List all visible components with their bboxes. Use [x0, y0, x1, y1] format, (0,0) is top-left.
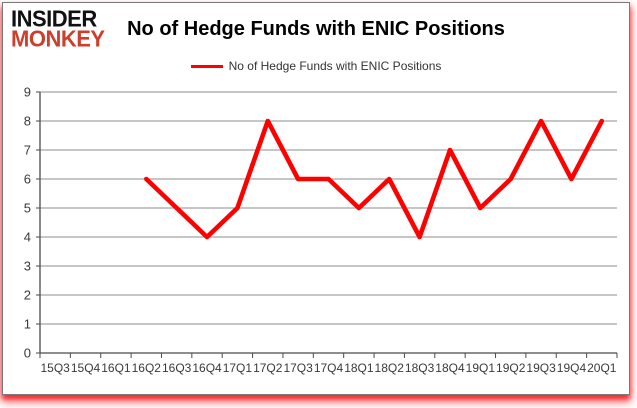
x-axis-label: 15Q3: [41, 361, 71, 375]
insider-monkey-logo: INSIDER MONKEY: [11, 5, 105, 52]
y-axis-label: 6: [24, 172, 31, 187]
logo-text-insider: INSIDER: [11, 5, 97, 32]
x-axis-label: 19Q1: [466, 361, 496, 375]
x-axis-label: 16Q3: [162, 361, 192, 375]
x-axis-label: 20Q1: [587, 361, 617, 375]
x-axis-label: 18Q3: [405, 361, 435, 375]
x-axis-label: 18Q4: [435, 361, 465, 375]
y-axis-label: 5: [24, 201, 31, 216]
x-axis-label: 17Q2: [253, 361, 283, 375]
y-axis-label: 4: [24, 230, 31, 245]
x-axis-label: 17Q4: [314, 361, 344, 375]
x-axis-label: 15Q4: [71, 361, 101, 375]
x-axis-label: 19Q3: [526, 361, 556, 375]
x-axis-label: 16Q2: [132, 361, 162, 375]
y-axis-label: 8: [24, 114, 31, 129]
x-axis-label: 19Q4: [557, 361, 587, 375]
chart-card: INSIDER MONKEY No of Hedge Funds with EN…: [2, 2, 630, 395]
y-axis-label: 2: [24, 288, 31, 303]
x-axis-label: 18Q2: [375, 361, 405, 375]
y-axis-label: 0: [24, 346, 31, 361]
chart-title: No of Hedge Funds with ENIC Positions: [127, 18, 505, 40]
y-axis-label: 7: [24, 143, 31, 158]
series-line: [144, 118, 605, 240]
legend-line-swatch: [190, 64, 223, 68]
legend-label: No of Hedge Funds with ENIC Positions: [228, 59, 442, 73]
x-axis-label: 16Q1: [101, 361, 131, 375]
x-axis-label: 18Q1: [344, 361, 374, 375]
x-axis-label: 19Q2: [496, 361, 526, 375]
logo-text-monkey: MONKEY: [11, 25, 105, 52]
x-axis-label: 17Q3: [283, 361, 313, 375]
y-axis-label: 3: [24, 259, 31, 274]
y-axis-label: 1: [24, 317, 31, 332]
y-axis-label: 9: [24, 85, 31, 100]
x-axis-label: 16Q4: [192, 361, 222, 375]
x-axis-label: 17Q1: [223, 361, 253, 375]
legend: No of Hedge Funds with ENIC Positions: [3, 59, 629, 73]
